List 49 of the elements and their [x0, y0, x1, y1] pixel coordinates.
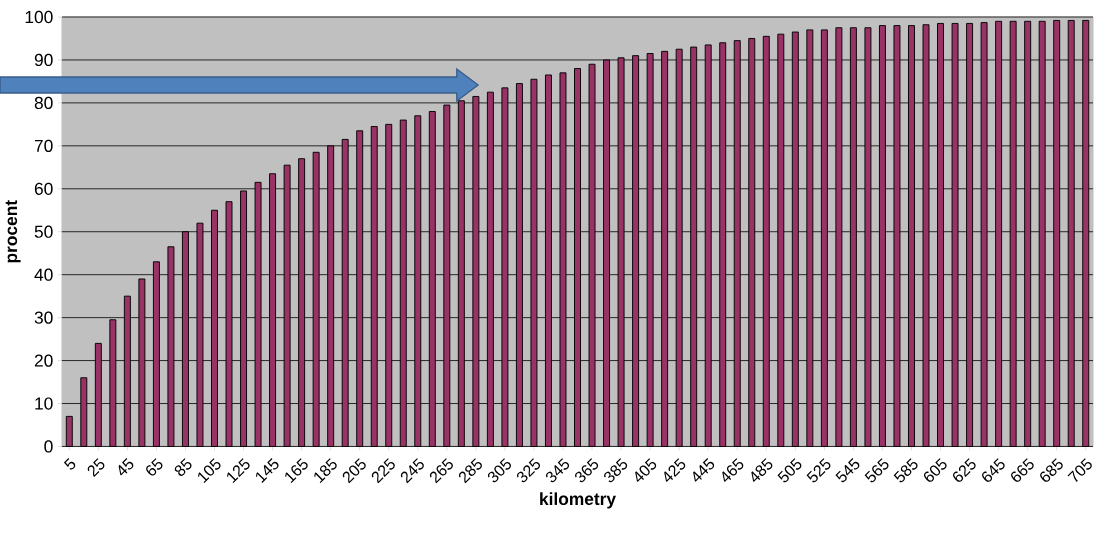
x-tick-label: 345: [545, 458, 570, 483]
x-tick-label: 285: [458, 458, 482, 484]
y-tick-label: 60: [34, 182, 53, 195]
x-tick-label: 505: [777, 458, 802, 483]
x-tick-label: 5: [63, 457, 76, 470]
x-tick-label: 185: [314, 458, 337, 483]
x-tick-label: 225: [371, 458, 395, 484]
x-tick-label: 325: [516, 458, 541, 483]
x-tick-label: 305: [487, 458, 511, 483]
x-tick-label: 485: [751, 458, 773, 482]
x-tick-label: 125: [227, 458, 250, 483]
y-tick-label: 90: [34, 53, 53, 67]
x-tick-label: 405: [635, 458, 657, 482]
y-tick-label: 80: [34, 96, 53, 109]
y-tick-label: 10: [35, 397, 53, 410]
x-tick-label: 425: [664, 458, 686, 482]
x-tick-label: 45: [118, 457, 134, 476]
x-tick-label: 25: [87, 458, 105, 477]
x-tick-label: 385: [604, 458, 628, 483]
x-tick-label: 465: [722, 458, 744, 482]
x-tick-label: 265: [429, 458, 453, 484]
x-tick-label: 145: [256, 457, 279, 483]
x-tick-label: 245: [400, 458, 424, 484]
x-tick-label: 625: [953, 458, 976, 482]
y-tick-label: 100: [25, 10, 53, 24]
y-tick-label: 20: [34, 354, 53, 367]
x-tick-label: 685: [1040, 458, 1063, 482]
x-axis-title: kilometry: [540, 492, 616, 509]
x-tick-label: 445: [693, 457, 715, 482]
x-tick-label: 105: [198, 458, 221, 483]
y-axis-title: procent: [5, 200, 21, 263]
y-tick-label: 30: [34, 311, 53, 324]
x-tick-label: 565: [864, 458, 889, 483]
x-tick-label: 205: [342, 458, 366, 484]
x-tick-label: 365: [575, 458, 599, 483]
x-tick-label: 65: [146, 458, 163, 476]
x-tick-label: 605: [923, 458, 947, 482]
x-tick-label: 525: [806, 458, 831, 483]
y-tick-label: 70: [34, 139, 53, 152]
y-tick-label: 40: [34, 268, 53, 281]
x-tick-label: 665: [1011, 458, 1034, 482]
x-tick-label: 85: [174, 458, 192, 476]
x-tick-label: 645: [982, 458, 1005, 482]
x-tick-label: 585: [893, 458, 918, 483]
y-tick-label: 0: [44, 440, 53, 453]
y-tick-label: 50: [34, 225, 53, 238]
x-tick-label: 165: [285, 458, 308, 483]
x-tick-label: 545: [835, 457, 860, 483]
x-tick-label: 705: [1067, 458, 1092, 482]
